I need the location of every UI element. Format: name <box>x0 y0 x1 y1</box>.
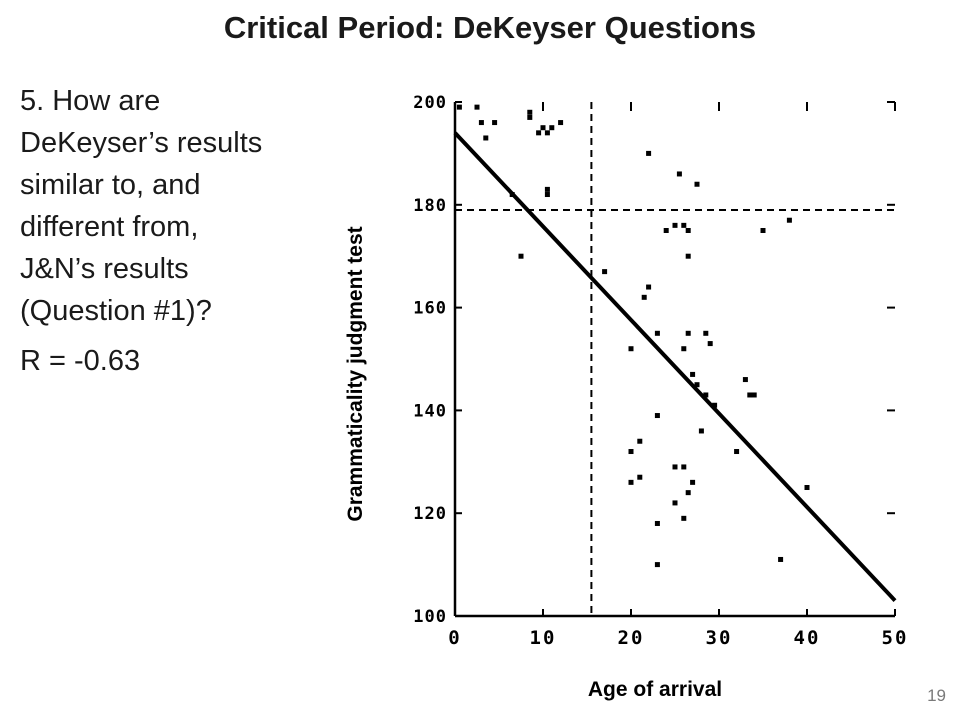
data-point <box>742 377 748 383</box>
slide-number: 19 <box>927 686 946 705</box>
data-point <box>707 341 713 347</box>
data-point <box>654 330 660 336</box>
data-point <box>478 120 484 126</box>
data-point <box>786 217 792 223</box>
data-point <box>492 120 498 126</box>
x-tick-label: 10 <box>530 627 557 649</box>
data-point <box>681 222 687 228</box>
data-point <box>690 479 696 485</box>
data-point <box>804 485 810 490</box>
data-point <box>681 346 687 352</box>
data-point <box>544 186 550 192</box>
x-axis-title: Age of arrival <box>588 678 722 701</box>
data-point <box>712 402 718 408</box>
data-point <box>628 346 634 352</box>
data-point <box>676 171 682 177</box>
x-tick-label: 30 <box>706 627 733 649</box>
data-point <box>685 253 691 259</box>
data-point <box>474 104 480 110</box>
data-point <box>760 228 766 233</box>
data-point <box>549 125 555 131</box>
y-tick-label: 140 <box>413 401 447 421</box>
data-point <box>628 479 634 485</box>
data-point <box>681 515 687 521</box>
data-point <box>654 562 660 568</box>
data-point <box>544 192 550 198</box>
data-point <box>694 181 700 187</box>
data-point <box>672 464 678 470</box>
data-point <box>641 294 647 300</box>
y-tick-label: 160 <box>413 299 447 319</box>
data-point <box>558 120 564 126</box>
x-tick-label: 50 <box>882 627 909 649</box>
data-point <box>690 371 696 377</box>
y-tick-label: 180 <box>413 196 447 216</box>
y-tick-label: 120 <box>413 504 447 524</box>
x-tick-label: 20 <box>618 627 645 649</box>
data-point <box>540 125 546 131</box>
data-point <box>685 330 691 336</box>
data-point <box>637 438 643 444</box>
x-tick-label: 0 <box>448 627 461 649</box>
data-point <box>509 192 515 198</box>
data-point <box>536 130 542 136</box>
data-point <box>751 392 757 398</box>
y-axis-title: Grammaticality judgment test <box>344 226 367 521</box>
data-point <box>698 428 704 434</box>
data-point <box>637 474 643 480</box>
data-point <box>602 269 608 275</box>
question-block: 5. How are DeKeyser’s results similar to… <box>20 80 280 382</box>
data-point <box>685 490 691 496</box>
data-point <box>628 449 634 455</box>
y-tick-label: 100 <box>413 607 447 627</box>
regression-line <box>453 131 897 602</box>
scatter-chart: 100 120 140 160 180 200 0 10 20 30 40 50 Age of arri… <box>344 93 909 701</box>
data-point <box>544 130 550 136</box>
data-point <box>703 392 709 398</box>
data-point <box>646 150 652 156</box>
data-point <box>518 253 524 259</box>
x-tick-label: 40 <box>794 627 821 649</box>
data-point <box>456 104 462 110</box>
data-point <box>672 500 678 506</box>
data-point <box>483 135 489 141</box>
data-point <box>646 284 652 290</box>
data-point <box>681 464 687 470</box>
data-point <box>663 228 669 233</box>
data-point <box>654 520 660 526</box>
y-tick-label: 200 <box>413 93 447 113</box>
data-point <box>747 392 753 398</box>
data-point <box>672 222 678 228</box>
r-value: R = -0.63 <box>20 345 141 377</box>
slide-title: Critical Period: DeKeyser Questions <box>223 10 757 45</box>
data-point <box>685 228 691 233</box>
data-point <box>703 330 709 336</box>
data-point <box>778 556 784 562</box>
data-point <box>527 109 533 115</box>
data-point <box>694 382 700 388</box>
data-point <box>734 449 740 455</box>
question-text: 5. How are DeKeyser’s results similar to… <box>20 85 263 327</box>
data-point <box>654 413 660 419</box>
data-point <box>527 114 533 120</box>
